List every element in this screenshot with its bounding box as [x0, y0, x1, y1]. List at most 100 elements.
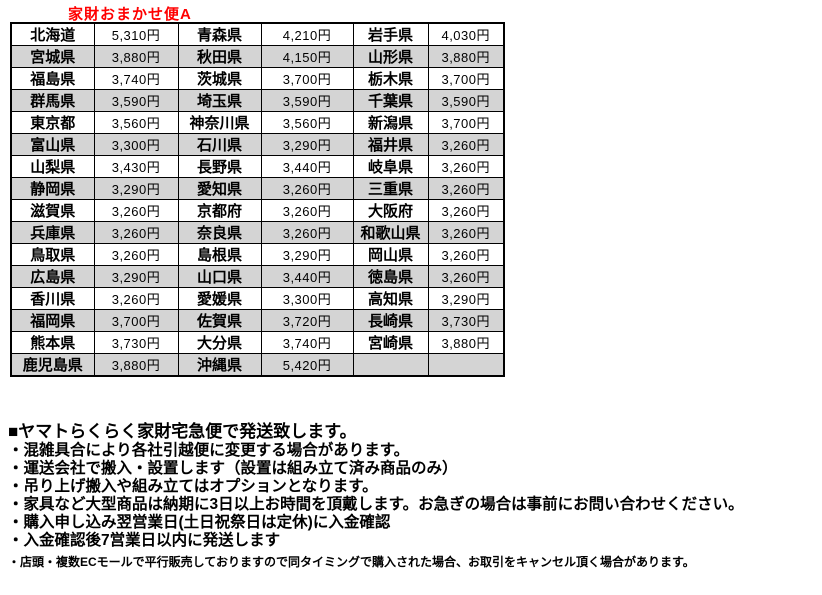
table-row: 北海道 5,310円 青森県 4,210円 岩手県 4,030円 — [10, 22, 505, 46]
prefecture-cell: 山形県 — [352, 45, 429, 68]
table-row: 群馬県 3,590円 埼玉県 3,590円 千葉県 3,590円 — [10, 89, 505, 112]
prefecture-cell: 滋賀県 — [10, 199, 95, 222]
prefecture-cell: 宮城県 — [10, 45, 95, 68]
price-cell: 3,290円 — [260, 133, 354, 156]
price-cell: 3,260円 — [93, 287, 179, 310]
price-cell: 5,310円 — [93, 22, 179, 46]
prefecture-cell: 宮崎県 — [352, 331, 429, 354]
prefecture-cell: 福岡県 — [10, 309, 95, 332]
price-cell: 3,560円 — [260, 111, 354, 134]
prefecture-cell: 愛媛県 — [177, 287, 262, 310]
price-cell: 3,440円 — [260, 265, 354, 288]
prefecture-cell: 栃木県 — [352, 67, 429, 90]
note-item: ・購入申し込み翌営業日(土日祝祭日は定休)に入金確認 — [8, 514, 391, 531]
table-row: 福島県 3,740円 茨城県 3,700円 栃木県 3,700円 — [10, 67, 505, 90]
table-row: 熊本県 3,730円 大分県 3,740円 宮崎県 3,880円 — [10, 331, 505, 354]
note-item: ・混雑具合により各社引越便に変更する場合があります。 — [8, 442, 410, 459]
price-cell: 4,210円 — [260, 22, 354, 46]
price-cell: 3,260円 — [427, 221, 505, 244]
prefecture-cell: 佐賀県 — [177, 309, 262, 332]
prefecture-cell: 長野県 — [177, 155, 262, 178]
price-cell: 3,560円 — [93, 111, 179, 134]
table-row: 宮城県 3,880円 秋田県 4,150円 山形県 3,880円 — [10, 45, 505, 68]
prefecture-cell: 北海道 — [10, 22, 95, 46]
price-cell — [427, 353, 505, 377]
price-cell: 5,420円 — [260, 353, 354, 377]
price-cell: 3,730円 — [93, 331, 179, 354]
prefecture-cell: 山口県 — [177, 265, 262, 288]
price-cell: 3,590円 — [93, 89, 179, 112]
price-cell: 3,260円 — [427, 155, 505, 178]
prefecture-cell: 岐阜県 — [352, 155, 429, 178]
table-row: 富山県 3,300円 石川県 3,290円 福井県 3,260円 — [10, 133, 505, 156]
prefecture-cell: 茨城県 — [177, 67, 262, 90]
price-cell: 3,590円 — [427, 89, 505, 112]
price-cell: 3,740円 — [260, 331, 354, 354]
prefecture-cell: 石川県 — [177, 133, 262, 156]
prefecture-cell: 山梨県 — [10, 155, 95, 178]
footnote: ・店頭・複数ECモールで平行販売しておりますので同タイミングで購入された場合、お… — [8, 555, 695, 569]
prefecture-cell: 広島県 — [10, 265, 95, 288]
prefecture-cell: 大分県 — [177, 331, 262, 354]
page-title: 家財おまかせ便A — [68, 6, 192, 23]
prefecture-cell: 埼玉県 — [177, 89, 262, 112]
price-cell: 3,440円 — [260, 155, 354, 178]
price-cell: 3,880円 — [427, 45, 505, 68]
prefecture-cell: 奈良県 — [177, 221, 262, 244]
prefecture-cell: 神奈川県 — [177, 111, 262, 134]
note-item: ・入金確認後7営業日以内に発送します — [8, 532, 281, 549]
shipping-fee-table: 北海道 5,310円 青森県 4,210円 岩手県 4,030円 宮城県 3,880円 秋田県 4… — [10, 22, 505, 377]
price-cell: 3,880円 — [427, 331, 505, 354]
prefecture-cell: 沖縄県 — [177, 353, 262, 377]
price-cell: 4,030円 — [427, 22, 505, 46]
price-cell: 3,260円 — [93, 243, 179, 266]
price-cell: 3,260円 — [427, 199, 505, 222]
price-cell: 3,260円 — [93, 199, 179, 222]
price-cell: 3,260円 — [427, 133, 505, 156]
prefecture-cell: 福井県 — [352, 133, 429, 156]
prefecture-cell: 三重県 — [352, 177, 429, 200]
note-item: ・家具など大型商品は納期に3日以上お時間を頂戴します。お急ぎの場合は事前にお問い… — [8, 496, 744, 513]
note-item: ・運送会社で搬入・設置します（設置は組み立て済み商品のみ） — [8, 460, 458, 477]
price-cell: 3,260円 — [427, 265, 505, 288]
price-cell: 4,150円 — [260, 45, 354, 68]
table-row: 兵庫県 3,260円 奈良県 3,260円 和歌山県 3,260円 — [10, 221, 505, 244]
prefecture-cell: 島根県 — [177, 243, 262, 266]
prefecture-cell: 青森県 — [177, 22, 262, 46]
shipping-fee-table-body: 北海道 5,310円 青森県 4,210円 岩手県 4,030円 宮城県 3,880円 秋田県 4… — [10, 22, 505, 377]
notes-list: ・混雑具合により各社引越便に変更する場合があります。 ・運送会社で搬入・設置します… — [8, 442, 818, 550]
prefecture-cell: 高知県 — [352, 287, 429, 310]
price-cell: 3,290円 — [260, 243, 354, 266]
price-cell: 3,260円 — [260, 221, 354, 244]
table-row: 静岡県 3,290円 愛知県 3,260円 三重県 3,260円 — [10, 177, 505, 200]
table-row: 鹿児島県 3,880円 沖縄県 5,420円 — [10, 353, 505, 377]
prefecture-cell: 鳥取県 — [10, 243, 95, 266]
price-cell: 3,300円 — [93, 133, 179, 156]
price-cell: 3,740円 — [93, 67, 179, 90]
prefecture-cell: 京都府 — [177, 199, 262, 222]
prefecture-cell: 富山県 — [10, 133, 95, 156]
prefecture-cell: 群馬県 — [10, 89, 95, 112]
table-row: 鳥取県 3,260円 島根県 3,290円 岡山県 3,260円 — [10, 243, 505, 266]
prefecture-cell: 愛知県 — [177, 177, 262, 200]
prefecture-cell: 香川県 — [10, 287, 95, 310]
table-row: 香川県 3,260円 愛媛県 3,300円 高知県 3,290円 — [10, 287, 505, 310]
price-cell: 3,260円 — [93, 221, 179, 244]
price-cell: 3,300円 — [260, 287, 354, 310]
price-cell: 3,260円 — [427, 243, 505, 266]
prefecture-cell: 徳島県 — [352, 265, 429, 288]
prefecture-cell: 静岡県 — [10, 177, 95, 200]
prefecture-cell: 東京都 — [10, 111, 95, 134]
prefecture-cell: 岩手県 — [352, 22, 429, 46]
prefecture-cell: 千葉県 — [352, 89, 429, 112]
price-cell: 3,880円 — [93, 353, 179, 377]
price-cell: 3,880円 — [93, 45, 179, 68]
prefecture-cell: 岡山県 — [352, 243, 429, 266]
prefecture-cell: 長崎県 — [352, 309, 429, 332]
price-cell: 3,700円 — [427, 67, 505, 90]
prefecture-cell: 福島県 — [10, 67, 95, 90]
table-row: 滋賀県 3,260円 京都府 3,260円 大阪府 3,260円 — [10, 199, 505, 222]
prefecture-cell: 新潟県 — [352, 111, 429, 134]
price-cell: 3,430円 — [93, 155, 179, 178]
